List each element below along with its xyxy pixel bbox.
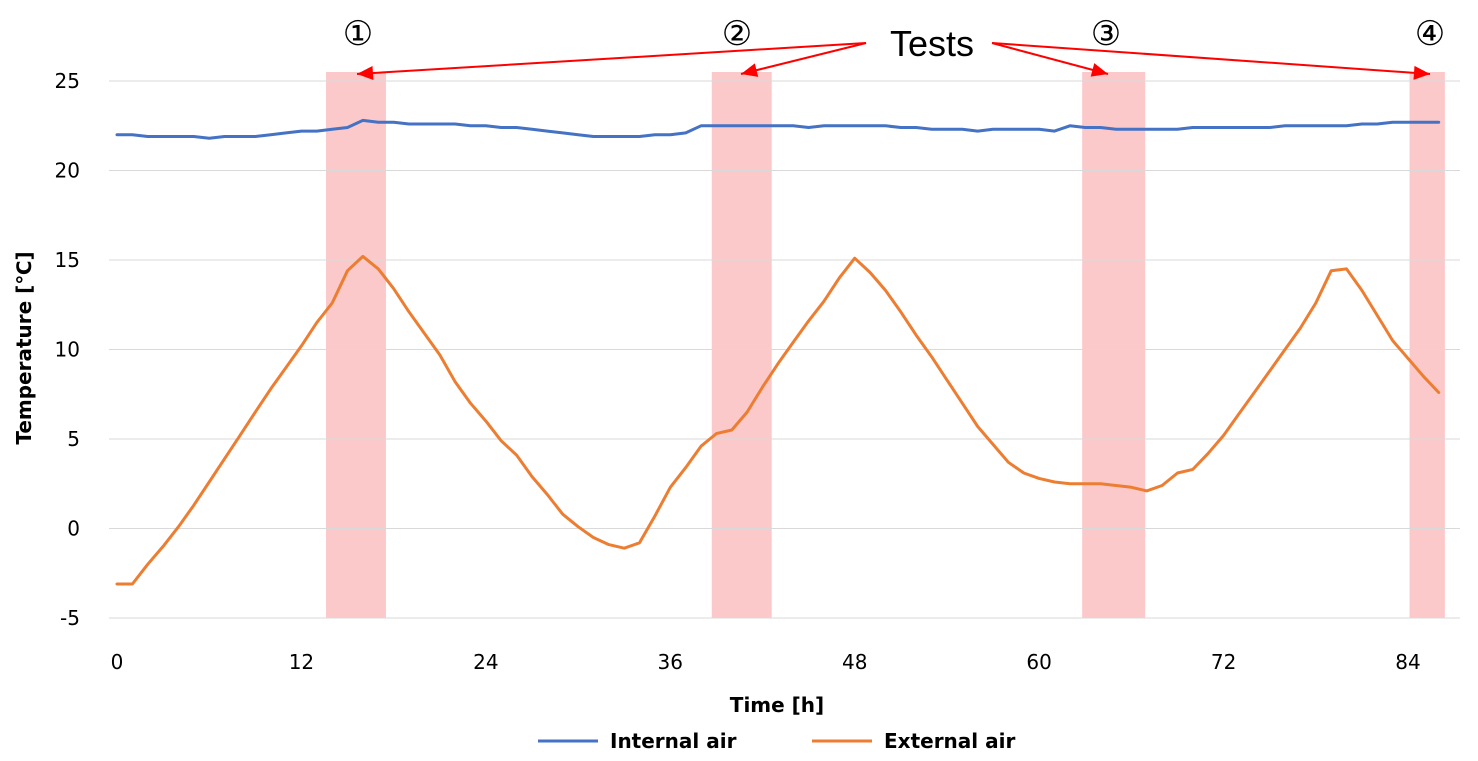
x-tick-label: 72	[1211, 650, 1236, 674]
test-band-3	[1082, 72, 1146, 618]
y-tick-label: 15	[55, 248, 80, 272]
y-tick-label: 0	[67, 517, 80, 541]
legend-label: External air	[884, 729, 1015, 753]
gridlines	[109, 80, 1460, 619]
series-line-internal-air	[115, 118, 1441, 140]
tests-callout: Tests	[356, 23, 1431, 80]
x-tick-label: 60	[1026, 650, 1051, 674]
y-tick-label: 10	[55, 338, 80, 362]
test-band-1	[326, 72, 386, 618]
callout-arrow-2	[740, 42, 867, 75]
x-tick-label: 0	[111, 650, 124, 674]
callout-arrow-1	[356, 42, 867, 75]
callout-arrowhead-4	[1413, 65, 1430, 80]
tests-label: Tests	[890, 23, 974, 64]
test-band-2	[711, 72, 772, 618]
legend: Internal air External air	[538, 729, 1015, 753]
x-axis-title: Time [h]	[730, 693, 824, 717]
test-bands	[326, 72, 1445, 618]
callout-arrow-3	[991, 42, 1109, 75]
y-axis-title: Temperature [℃]	[12, 251, 36, 444]
x-tick-label: 24	[473, 650, 498, 674]
band-markers: ① ② ③ ④	[343, 14, 1445, 54]
series-line-external-air	[115, 254, 1441, 586]
callout-arrowhead-2	[741, 63, 759, 77]
y-tick-label: -5	[60, 606, 80, 630]
y-tick-label: 5	[67, 427, 80, 451]
callout-arrow-4	[991, 42, 1431, 75]
x-tick-label: 48	[842, 650, 867, 674]
band-marker-3: ③	[1091, 14, 1121, 54]
legend-label: Internal air	[610, 729, 737, 753]
x-tick-label: 36	[658, 650, 683, 674]
x-axis-ticks: 0 12 24 36 48 60 72 84	[111, 650, 1421, 674]
series-lines	[115, 118, 1441, 586]
band-marker-1: ①	[343, 14, 373, 54]
callout-arrowhead-1	[357, 66, 374, 80]
y-tick-label: 25	[55, 69, 80, 93]
callout-arrowhead-3	[1090, 63, 1108, 77]
band-marker-2: ②	[722, 14, 752, 54]
x-tick-label: 12	[289, 650, 314, 674]
test-band-4	[1409, 72, 1445, 618]
y-tick-label: 20	[55, 159, 80, 183]
band-marker-4: ④	[1415, 14, 1445, 54]
x-tick-label: 84	[1395, 650, 1420, 674]
y-axis-ticks: -5 0 5 10 15 20 25	[55, 69, 80, 630]
